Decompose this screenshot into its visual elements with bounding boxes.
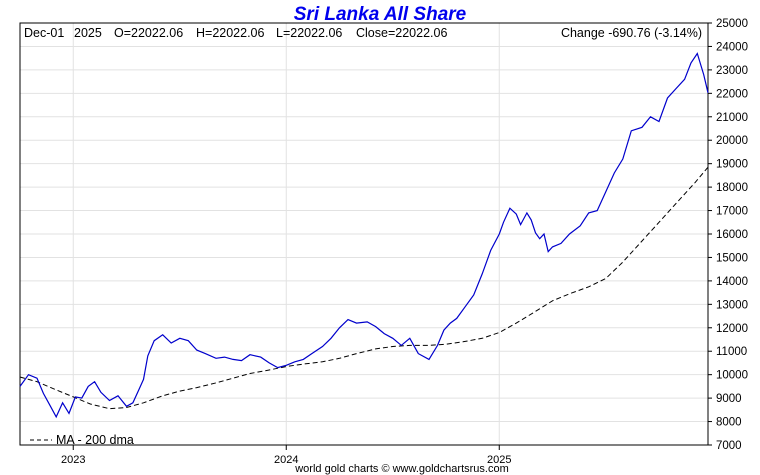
series-ma-200-line [19, 166, 709, 410]
y-tick-label: 20000 [716, 135, 748, 147]
y-tick-label: 8000 [716, 417, 742, 429]
y-tick-label: 7000 [716, 440, 742, 452]
y-tick-label: 22000 [716, 88, 748, 100]
y-tick-label: 17000 [716, 206, 748, 218]
y-tick-label: 21000 [716, 112, 748, 124]
y-tick-label: 14000 [716, 276, 748, 288]
y-tick-label: 25000 [716, 18, 748, 30]
grid-lines [20, 23, 708, 445]
footer-credit: world gold charts © www.goldchartsrus.co… [294, 463, 509, 475]
y-tick-label: 9000 [716, 393, 742, 405]
info-open: O=22022.06 [114, 26, 183, 40]
y-tick-label: 15000 [716, 252, 748, 264]
x-axis-ticks: 2023 2024 2025 [61, 445, 511, 466]
info-close: Close=22022.06 [356, 26, 447, 40]
y-tick-label: 23000 [716, 65, 748, 77]
series-price-line [19, 52, 709, 419]
info-low: L=22022.06 [276, 26, 342, 40]
y-tick-label: 13000 [716, 299, 748, 311]
y-tick-label: 11000 [716, 346, 747, 358]
info-change: Change -690.76 (-3.14%) [561, 26, 702, 40]
info-date: Dec-01 [24, 26, 64, 40]
y-tick-label: 24000 [716, 41, 748, 53]
x-tick-label: 2024 [274, 454, 298, 466]
x-tick-label: 2025 [487, 454, 511, 466]
info-year: 2025 [74, 26, 102, 40]
y-tick-label: 19000 [716, 159, 748, 171]
y-tick-label: 16000 [716, 229, 748, 241]
y-tick-label: 12000 [716, 323, 748, 335]
x-tick-label: 2023 [61, 454, 85, 466]
legend-label: MA - 200 dma [56, 433, 134, 447]
info-high: H=22022.06 [196, 26, 265, 40]
chart-title: Sri Lanka All Share [294, 4, 467, 25]
y-axis-ticks: 7000 8000 9000 10000 11000 12000 13000 14000 150… [708, 18, 748, 452]
y-tick-label: 18000 [716, 182, 748, 194]
y-tick-label: 10000 [716, 370, 748, 382]
